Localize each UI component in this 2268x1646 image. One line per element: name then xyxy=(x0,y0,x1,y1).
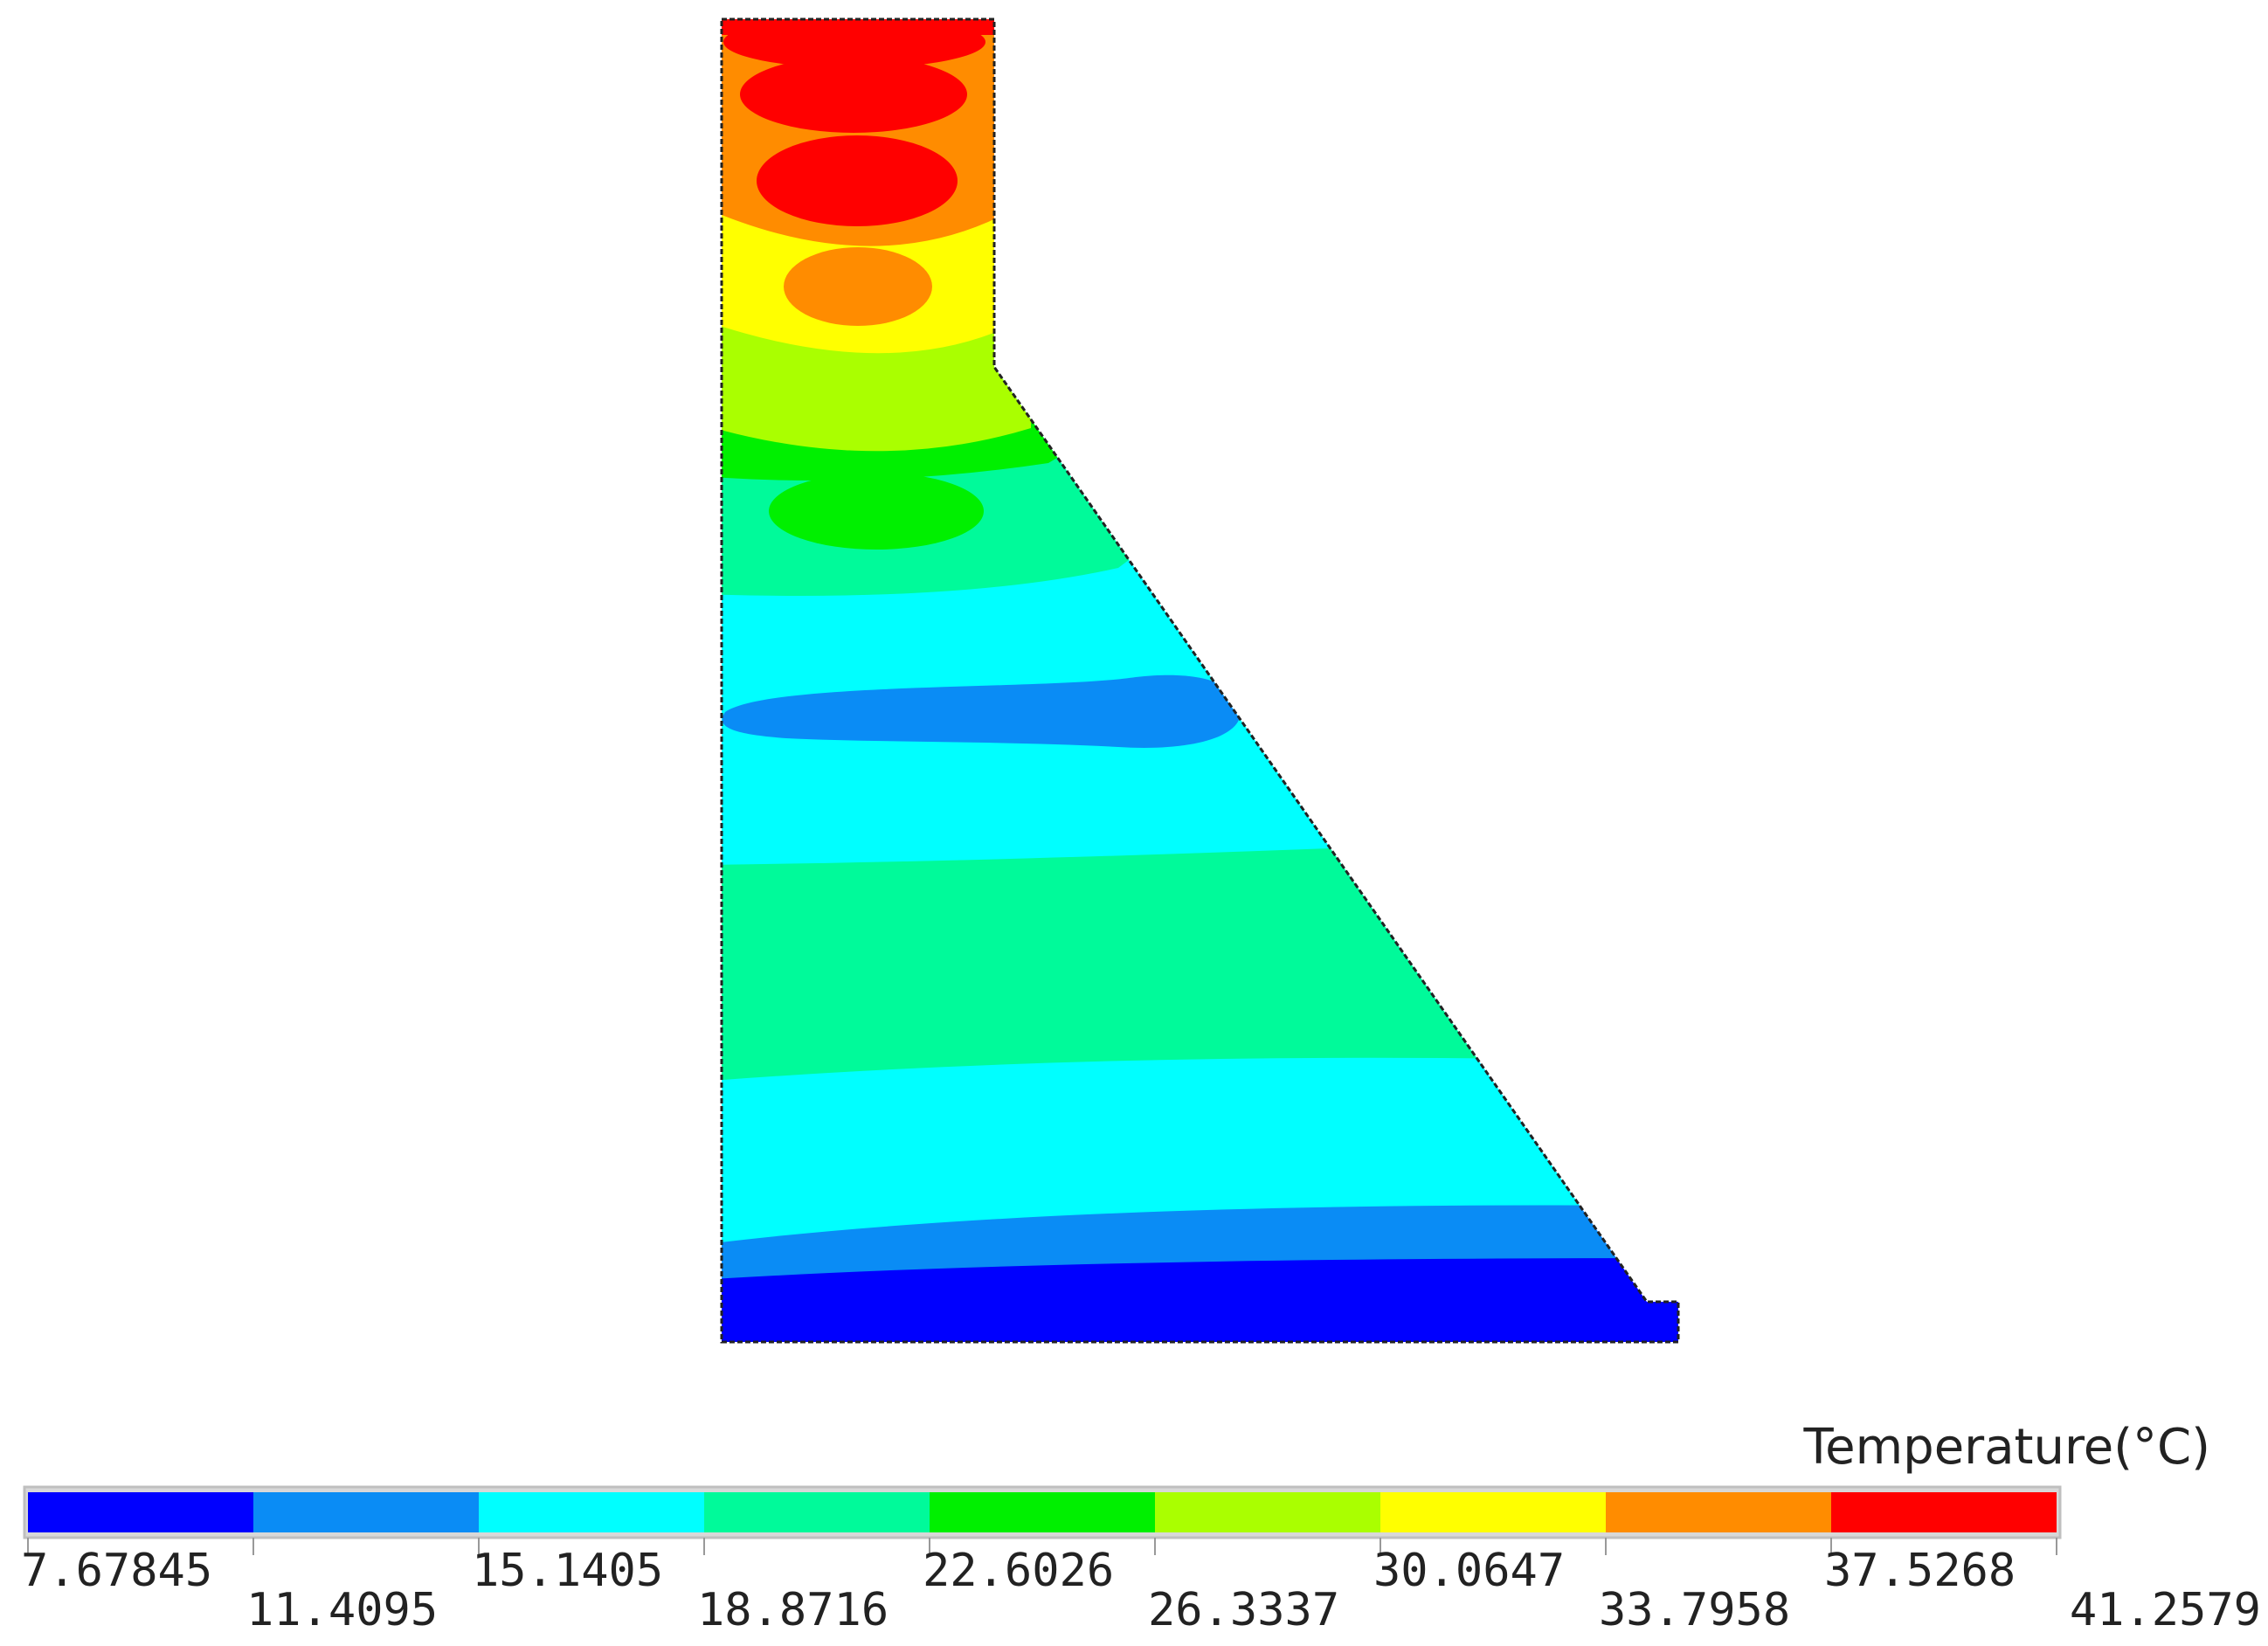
band-orange-lens xyxy=(784,247,932,326)
legend-tick-label: 37.5268 xyxy=(1824,1545,2016,1597)
legend-title: Temperature(°C) xyxy=(1802,1419,2210,1476)
legend-band-9 xyxy=(1831,1492,2057,1532)
band-red-blob-3 xyxy=(757,135,958,226)
legend-tick-label: 11.4095 xyxy=(246,1584,438,1636)
dam-cross-section xyxy=(722,19,1678,1342)
legend-bands xyxy=(28,1492,2057,1532)
legend-tick-label: 30.0647 xyxy=(1373,1545,1565,1597)
legend-band-3 xyxy=(479,1492,704,1532)
legend-band-4 xyxy=(704,1492,930,1532)
band-lightblue-lens xyxy=(722,674,1241,748)
legend-band-5 xyxy=(930,1492,1155,1532)
legend-band-2 xyxy=(253,1492,479,1532)
color-legend: Temperature(°C) 7.67845 11.4095 15.1405 18.… xyxy=(21,1419,2261,1636)
legend-band-1 xyxy=(28,1492,253,1532)
legend-tick-label: 26.3337 xyxy=(1148,1584,1339,1636)
legend-tick-label: 7.67845 xyxy=(21,1545,212,1597)
legend-band-8 xyxy=(1606,1492,1831,1532)
legend-tick-label: 18.8716 xyxy=(697,1584,889,1636)
legend-band-6 xyxy=(1155,1492,1380,1532)
legend-band-7 xyxy=(1380,1492,1606,1532)
legend-ticks: 7.67845 11.4095 15.1405 18.8716 22.6026 26.33… xyxy=(21,1538,2261,1636)
legend-tick-label: 15.1405 xyxy=(472,1545,663,1597)
band-red-top xyxy=(722,19,1013,35)
band-green-lens xyxy=(769,473,984,550)
legend-tick-label: 41.2579 xyxy=(2070,1584,2261,1636)
dam-outline xyxy=(720,17,1680,1344)
legend-tick-label: 33.7958 xyxy=(1599,1584,1790,1636)
band-red-blob-2 xyxy=(740,56,967,133)
legend-tick-label: 22.6026 xyxy=(923,1545,1114,1597)
